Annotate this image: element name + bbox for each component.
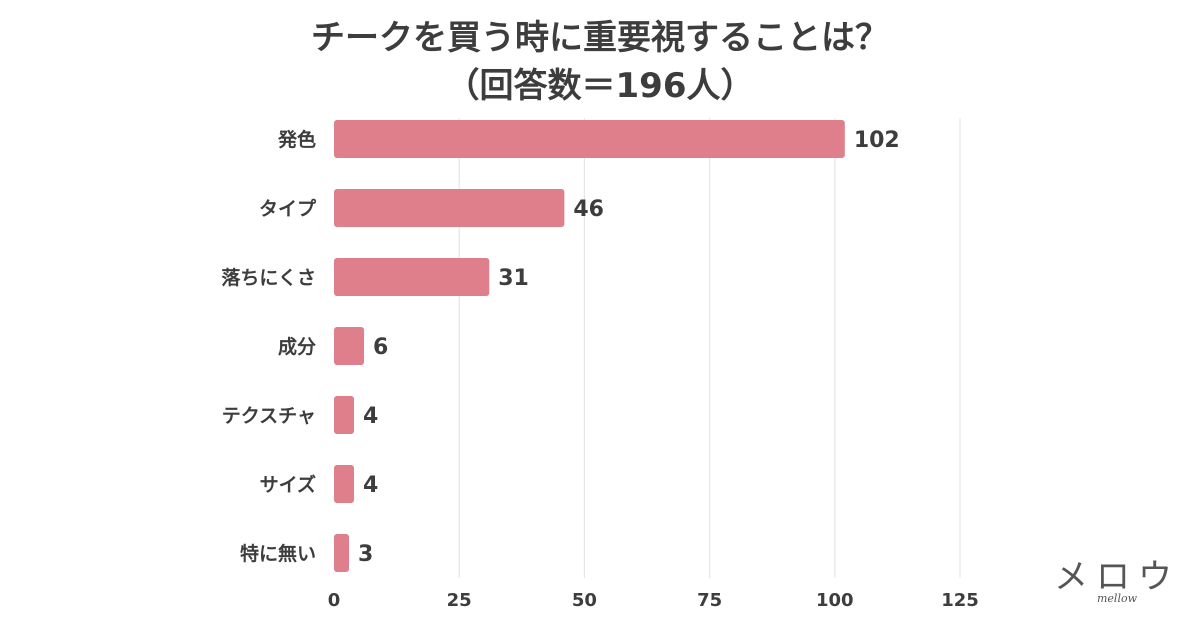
value-label: 3 xyxy=(358,542,373,567)
x-tick-label: 50 xyxy=(572,590,597,611)
value-label: 31 xyxy=(498,266,529,291)
bar xyxy=(334,465,355,503)
bar xyxy=(334,327,365,365)
category-label: テクスチャ xyxy=(222,405,316,427)
bar xyxy=(334,534,350,572)
bar xyxy=(334,189,565,227)
bars xyxy=(334,120,845,572)
value-label: 4 xyxy=(363,404,378,429)
value-labels: 102 46 31 6 4 4 3 xyxy=(358,128,900,567)
x-tick-label: 0 xyxy=(328,590,341,611)
category-label: 落ちにくさ xyxy=(221,266,316,289)
bar xyxy=(334,120,845,158)
value-label: 6 xyxy=(373,335,388,360)
value-label: 102 xyxy=(854,128,900,153)
category-label: 成分 xyxy=(278,335,316,358)
logo-text: メロウ xyxy=(1054,557,1180,597)
x-tick-label: 25 xyxy=(447,590,472,611)
bar xyxy=(334,258,490,296)
value-label: 46 xyxy=(573,197,604,222)
x-tick-label: 100 xyxy=(816,590,854,611)
value-label: 4 xyxy=(363,473,378,498)
grid-lines xyxy=(458,118,961,578)
category-label: 特に無い xyxy=(240,542,316,565)
x-tick-label: 75 xyxy=(697,590,722,611)
x-tick-label: 125 xyxy=(941,590,979,611)
category-label: サイズ xyxy=(260,473,316,496)
chart-title: チークを買う時に重要視することは？ （回答数＝196人） xyxy=(0,14,1200,110)
chart-title-line-2: （回答数＝196人） xyxy=(445,66,755,106)
logo-subtext: mellow xyxy=(1096,592,1137,605)
x-axis-ticks: 0 25 50 75 100 125 xyxy=(328,590,979,611)
chart-title-line-1: チークを買う時に重要視することは？ xyxy=(311,18,889,58)
bar xyxy=(334,396,355,434)
category-label: タイプ xyxy=(259,197,317,220)
mellow-logo: メロウ mellow xyxy=(1052,558,1182,605)
category-label: 発色 xyxy=(277,128,316,151)
